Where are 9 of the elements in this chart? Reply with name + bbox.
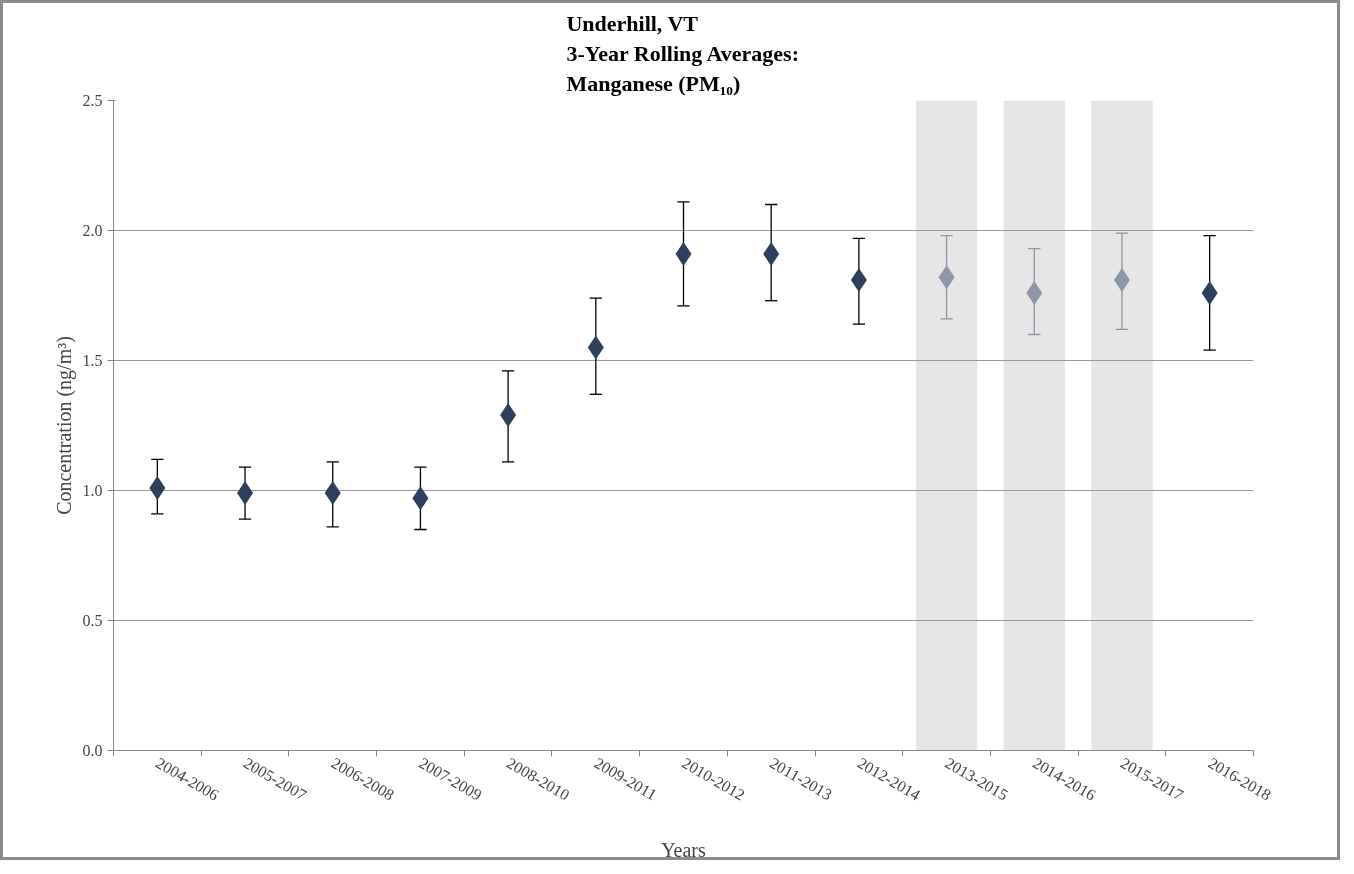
chart-title: Underhill, VT 3-Year Rolling Averages: Manganese (PM₁₀) (566, 10, 799, 96)
y-tick-label: 1.5 (82, 352, 103, 369)
y-tick-label: 0.0 (82, 742, 103, 759)
y-axis-title: Concentration (ng/m³) (52, 336, 76, 515)
y-tick-label: 2.0 (82, 222, 103, 239)
y-tick-label: 0.5 (82, 612, 103, 629)
y-tick-label: 2.5 (82, 92, 103, 109)
y-tick-label: 1.0 (82, 482, 103, 499)
x-axis-title: Years (661, 838, 707, 861)
